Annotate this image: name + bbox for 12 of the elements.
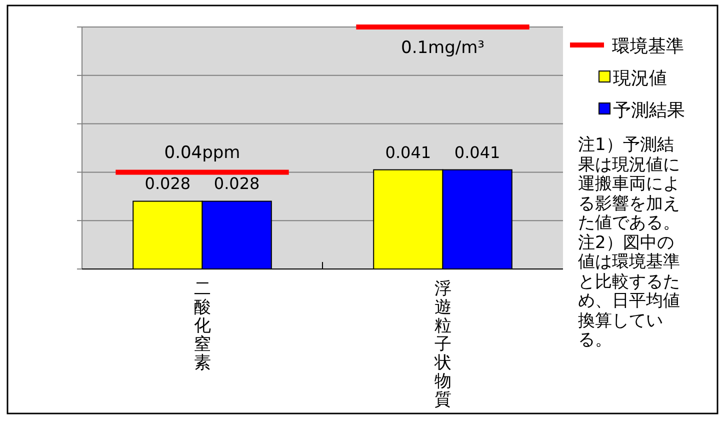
x-tick-label: 浮遊粒子状物質 [433,279,452,410]
x-tick-label: 二酸化窒素 [194,279,211,373]
legend-title: 環境基準 [612,36,684,57]
ref-line-label: 0.04ppm [164,143,240,164]
legend-label: 予測結果 [613,100,685,121]
data-label: 0.041 [454,142,500,162]
legend-label: 現況値 [613,68,667,89]
data-label: 0.028 [144,174,191,194]
text: 注2）図中の値は環境基準と比較するため、日平均値換算している。 [578,232,681,350]
data-label: 0.041 [385,142,432,162]
ref-line-label: 0.1mg/m³ [401,38,484,58]
data-label: 0.028 [214,174,260,194]
